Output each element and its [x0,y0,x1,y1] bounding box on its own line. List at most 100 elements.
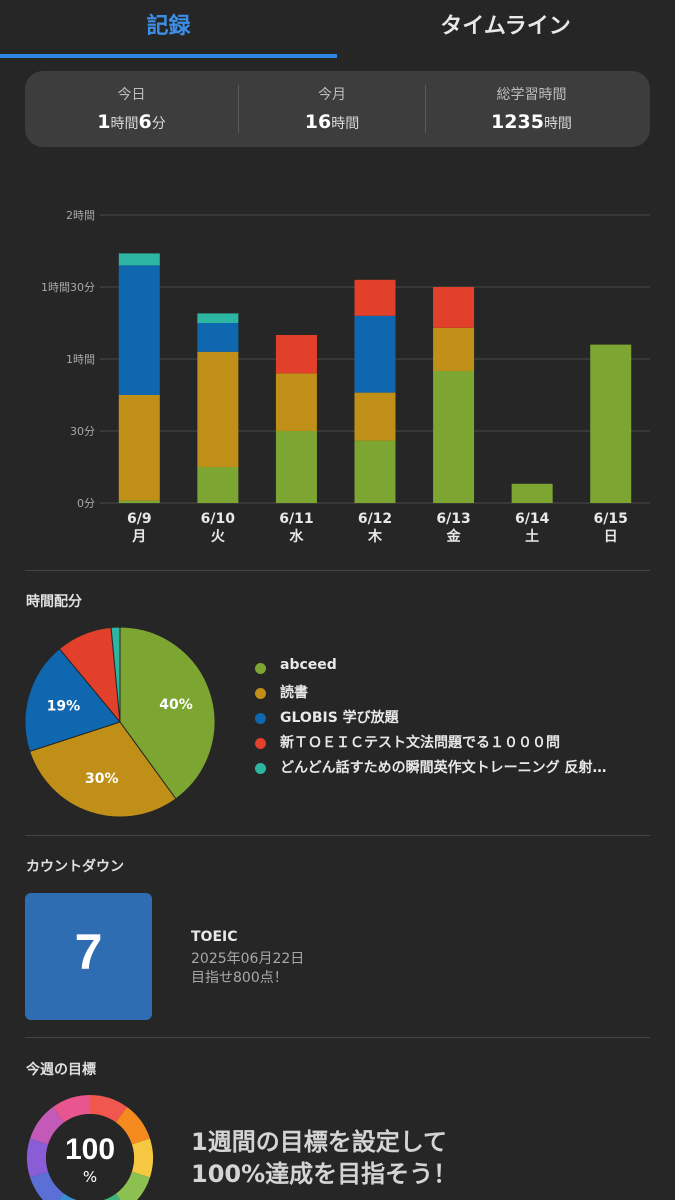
summary-total-label: 総学習時間 [496,87,567,103]
summary-month-label: 今月 [318,87,346,103]
bar-segment[interactable] [197,313,239,323]
weekly-goal-title: 今週の目標 [26,1062,96,1078]
y-tick-label: 1時間30分 [41,281,95,294]
weekly-goal-message[interactable]: 1週間の目標を設定して 100%達成を目指そう！ [191,1126,457,1190]
summary-divider [238,85,239,133]
pie-slice [110,626,121,723]
legend-dot [255,688,266,699]
bar-segment[interactable] [118,500,160,503]
countdown-event-name: TOEIC [191,929,238,945]
bar-segment[interactable] [354,315,396,393]
weekly-goal-message-line1: 1週間の目標を設定して [191,1128,447,1156]
legend-label: 読書 [280,685,308,701]
countdown-title: カウントダウン [26,859,124,875]
x-tick-weekday: 土 [525,528,539,545]
distribution-title: 時間配分 [26,594,82,610]
y-tick-label: 2時間 [66,209,95,222]
legend-item-dondon: どんどん話すための瞬間英作文トレーニング 反射… [255,755,655,780]
section-divider [25,835,650,836]
legend-label: どんどん話すための瞬間英作文トレーニング 反射… [280,760,607,776]
x-tick-weekday: 金 [446,528,462,545]
x-tick-weekday: 月 [131,529,146,545]
x-tick-weekday: 水 [289,528,304,545]
y-tick-label: 1時間 [66,353,95,366]
x-tick-date: 6/13 [436,511,470,527]
summary-today-label: 今日 [117,87,146,103]
summary-total-value: 1235時間 [491,111,572,133]
summary-month-value: 16時間 [304,111,360,133]
weekly-goal-progress-ring[interactable] [25,1093,155,1200]
bar-segment[interactable] [275,431,317,503]
countdown-days: 7 [74,924,103,980]
tab-bar: 記録 タイムライン [0,0,675,58]
bar-segment[interactable] [197,351,239,467]
legend-dot [255,713,266,724]
weekly-goal-message-line2: 100%達成を目指そう！ [191,1160,458,1188]
legend-label: 新ＴＯＥＩＣテスト文法問題でる１０００問 [280,735,560,751]
ring-center [46,1114,134,1200]
ring-segment [26,1138,49,1178]
pie-slice-label: 40% [159,697,193,713]
x-tick-date: 6/11 [279,511,313,527]
ring-segment [30,1107,65,1145]
x-tick-date: 6/9 [127,511,152,527]
countdown-event-memo: 目指せ800点！ [191,970,288,986]
bar-segment[interactable] [590,344,632,503]
x-tick-weekday: 木 [367,528,383,545]
ring-segment [115,1171,150,1200]
summary-total: 総学習時間 1235時間 [426,71,637,147]
bar-segment[interactable] [275,335,317,374]
bar-segment[interactable] [118,395,160,501]
summary-month: 今月 16時間 [239,71,425,147]
bar-segment[interactable] [354,392,396,441]
summary-today: 今日 1時間6分 [25,71,238,147]
legend-item-toeic-book: 新ＴＯＥＩＣテスト文法問題でる１０００問 [255,730,655,755]
bar-segment[interactable] [118,253,160,266]
bar-segment[interactable] [354,279,396,316]
bar-segment[interactable] [433,371,475,503]
x-tick-date: 6/14 [515,511,550,527]
study-time-summary: 今日 1時間6分 今月 16時間 総学習時間 1235時間 [25,71,650,147]
x-tick-date: 6/12 [358,511,392,527]
pie-slice [24,648,121,752]
legend-label: abceed [280,657,337,673]
ring-segment [131,1138,154,1178]
legend-dot [255,663,266,674]
x-tick-weekday: 日 [604,529,618,545]
ring-segment [115,1107,150,1145]
bar-segment[interactable] [275,373,317,431]
legend-dot [255,763,266,774]
weekly-study-bar-chart[interactable]: 0分 30分 1時間 1時間30分 2時間 6/9 月 6/10 火 6/11水 6/12木 6/13… [0,195,675,555]
ring-segment [103,1193,121,1200]
x-tick-date: 6/15 [594,511,628,527]
bar-segment[interactable] [197,467,239,503]
legend-item-reading: 読書 [255,680,655,705]
bar-segment[interactable] [433,327,475,371]
distribution-legend: abceed 読書 GLOBIS 学び放題 新ＴＯＥＩＣテスト文法問題でる１００… [255,655,655,780]
x-tick-weekday: 火 [211,529,226,545]
legend-label: GLOBIS 学び放題 [280,710,399,726]
countdown-days-tile[interactable]: 7 [25,893,152,1020]
legend-item-globis: GLOBIS 学び放題 [255,705,655,730]
time-distribution-pie-chart: 40% 30% 19% [24,626,216,818]
pie-slice-label: 30% [85,771,119,787]
section-divider [25,570,650,571]
weekly-goal-percent-unit: % [82,1168,98,1186]
bar-segment[interactable] [197,323,239,352]
summary-divider [425,85,426,133]
bar-segment[interactable] [354,440,396,503]
active-tab-indicator [0,54,337,58]
legend-dot [255,738,266,749]
bar-segment[interactable] [118,265,160,395]
ring-segment [90,1095,128,1123]
ring-segment [30,1171,65,1200]
tab-record[interactable]: 記録 [146,14,191,39]
bar-segment[interactable] [433,287,475,328]
ring-segment [52,1095,90,1123]
pie-slice [29,721,177,818]
tab-timeline[interactable]: タイムライン [440,14,571,39]
ring-segment [59,1193,77,1200]
y-tick-label: 0分 [77,497,95,510]
x-tick-date: 6/10 [201,511,236,527]
bar-segment[interactable] [511,483,553,503]
